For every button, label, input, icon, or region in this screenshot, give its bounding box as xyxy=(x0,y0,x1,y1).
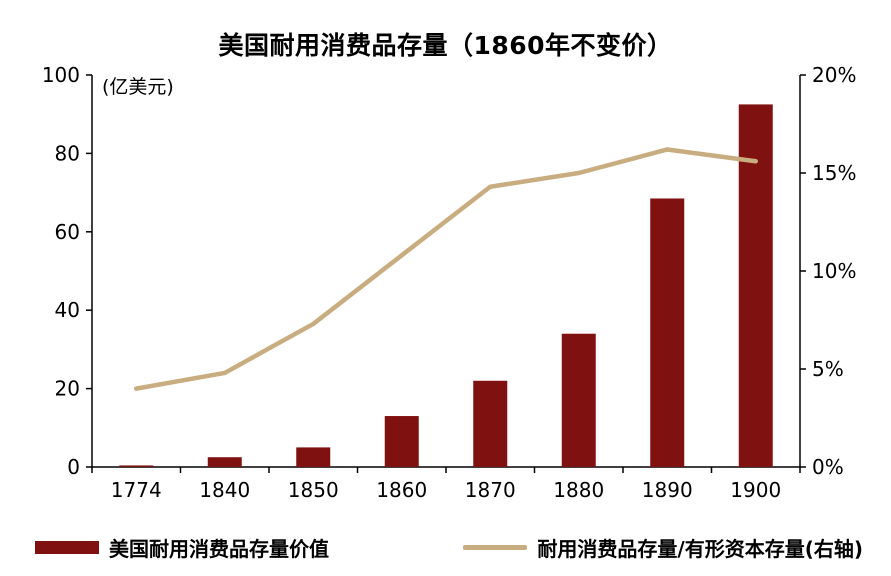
x-tick-label: 1870 xyxy=(465,478,516,502)
right-tick-label: 5% xyxy=(812,357,844,381)
bar xyxy=(384,416,419,467)
left-tick-label: 60 xyxy=(55,220,80,244)
bar xyxy=(296,447,331,467)
x-tick-label: 1840 xyxy=(199,478,250,502)
right-tick-label: 10% xyxy=(812,259,856,283)
x-tick-label: 1880 xyxy=(553,478,604,502)
chart-legend: 美国耐用消费品存量价值 耐用消费品存量/有形资本存量(右轴) xyxy=(35,533,863,562)
left-tick-label: 80 xyxy=(55,141,80,165)
bar xyxy=(650,198,685,468)
x-tick-label: 1900 xyxy=(730,478,781,502)
chart-title: 美国耐用消费品存量（1860年不变价） xyxy=(218,31,673,60)
bar-swatch xyxy=(35,541,99,554)
bar xyxy=(207,457,242,467)
legend-item-line: 耐用消费品存量/有形资本存量(右轴) xyxy=(463,533,863,562)
x-tick-label: 1860 xyxy=(376,478,427,502)
right-tick-label: 20% xyxy=(812,63,856,87)
left-tick-label: 100 xyxy=(42,63,80,87)
left-tick-label: 0 xyxy=(67,455,80,479)
right-tick-label: 0% xyxy=(812,455,844,479)
bar xyxy=(119,465,154,467)
legend-line-label: 耐用消费品存量/有形资本存量(右轴) xyxy=(537,537,863,561)
x-tick-label: 1890 xyxy=(642,478,693,502)
left-tick-label: 40 xyxy=(55,298,80,322)
line-swatch xyxy=(463,545,528,550)
x-tick-label: 1850 xyxy=(288,478,339,502)
ratio-line xyxy=(134,147,758,391)
bar xyxy=(738,104,773,468)
x-tick-label: 1774 xyxy=(111,478,162,502)
left-tick-label: 20 xyxy=(55,377,80,401)
bar xyxy=(473,380,508,467)
legend-item-bar: 美国耐用消费品存量价值 xyxy=(35,533,329,562)
right-tick-label: 15% xyxy=(812,161,856,185)
legend-bar-label: 美国耐用消费品存量价值 xyxy=(109,537,329,561)
bar xyxy=(561,333,596,467)
left-axis-unit: (亿美元) xyxy=(102,76,174,98)
